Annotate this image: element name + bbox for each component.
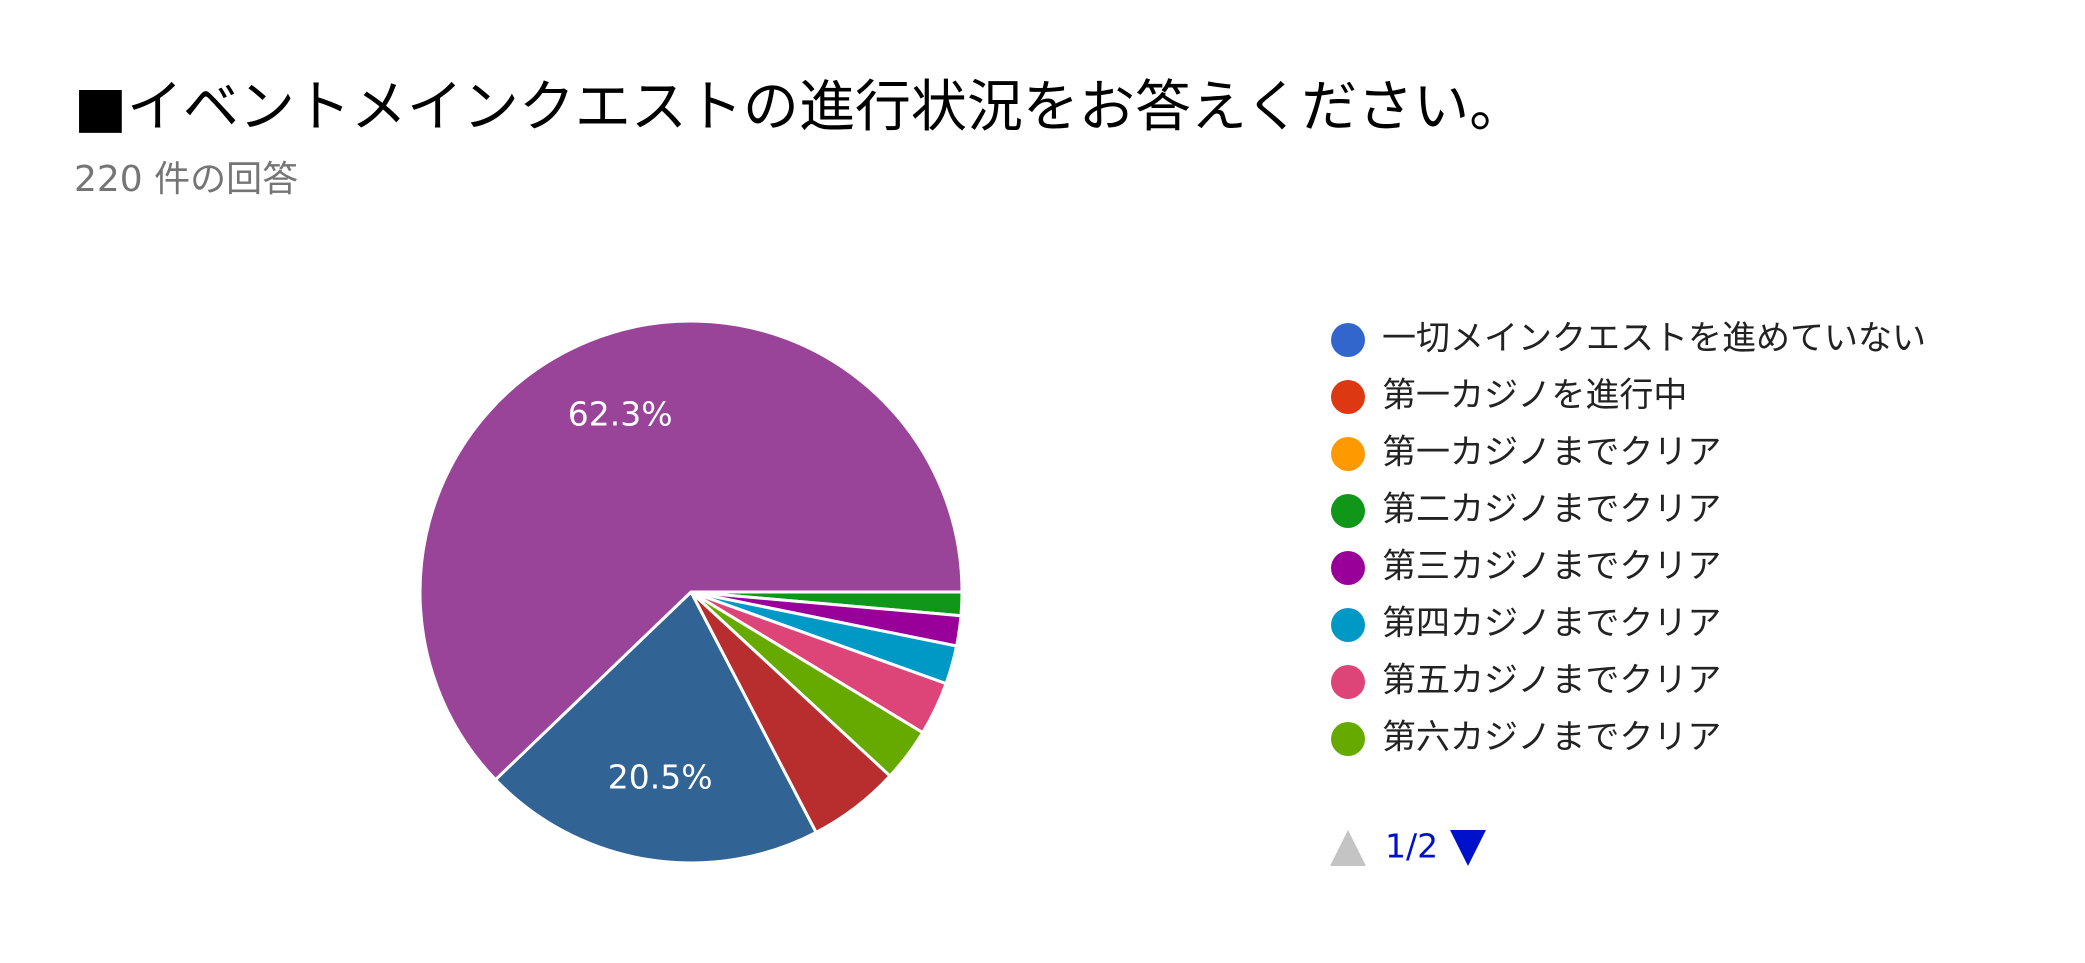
legend-label: 第一カジノまでクリア xyxy=(1382,433,1721,473)
pie-slice xyxy=(493,589,819,865)
legend-label: 第五カジノまでクリア xyxy=(1382,661,1721,701)
pie-slice xyxy=(418,319,964,782)
legend-prev[interactable] xyxy=(1330,830,1366,866)
legend-swatch xyxy=(1331,437,1365,471)
chart-title: ■イベントメインクエストの進行状況をお答えください。 xyxy=(74,75,1525,140)
legend-label: 第一カジノを進行中 xyxy=(1382,376,1687,416)
legend-label: 第六カジノまでクリア xyxy=(1382,718,1721,758)
legend-page: 1/2 xyxy=(1385,827,1438,866)
legend-label: 一切メインクエストを進めていない xyxy=(1382,319,1926,359)
legend-swatch xyxy=(1331,323,1365,357)
legend-label: 第四カジノまでクリア xyxy=(1382,604,1721,644)
legend-label: 第二カジノまでクリア xyxy=(1382,490,1721,530)
slice-label: 62.3% xyxy=(568,395,673,434)
legend-next[interactable] xyxy=(1450,830,1486,866)
legend-label: 第三カジノまでクリア xyxy=(1382,547,1721,587)
legend-swatch xyxy=(1331,551,1365,585)
legend-swatch xyxy=(1331,380,1365,414)
legend-swatch xyxy=(1331,665,1365,699)
legend-swatch xyxy=(1331,494,1365,528)
chart-subtitle: 220 件の回答 xyxy=(74,159,298,200)
slice-label: 20.5% xyxy=(608,758,713,797)
legend-swatch xyxy=(1331,608,1365,642)
legend-swatch xyxy=(1331,722,1365,756)
